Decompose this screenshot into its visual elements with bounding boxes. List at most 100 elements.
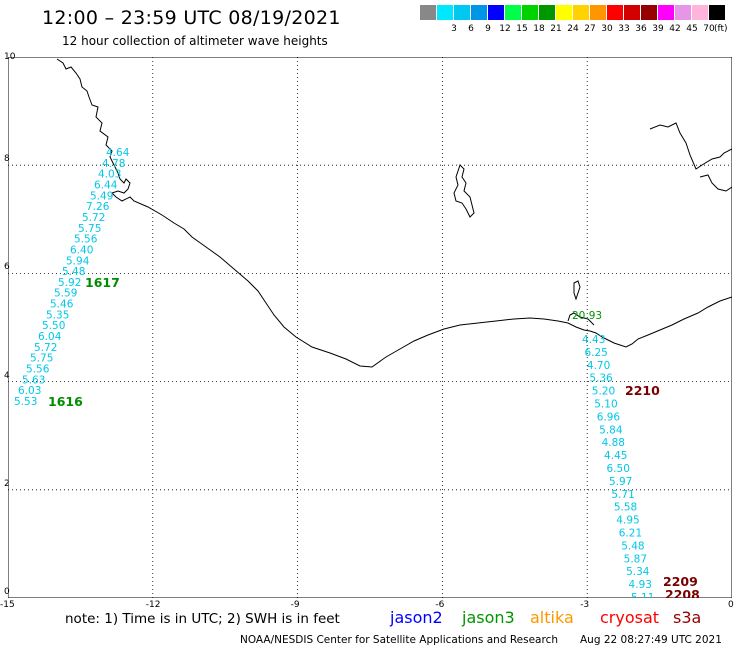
wave-height-label: 5.59 (54, 288, 77, 300)
color-scale-label: 9 (485, 24, 491, 34)
wave-height-label: 5.50 (42, 320, 65, 332)
altimeter-tracks: 4.644.784.036.445.497.265.725.755.566.40… (14, 147, 700, 598)
wave-height-label: 4.43 (582, 334, 605, 346)
wave-height-label: 6.25 (584, 347, 607, 359)
wave-height-label: 5.56 (26, 364, 50, 376)
pass-time-label: 1617 (85, 275, 120, 290)
lake-volta (453, 164, 475, 218)
color-swatch (420, 5, 436, 20)
y-tick-label: 4 (4, 370, 10, 381)
x-tick-label: -6 (435, 600, 445, 610)
x-tick-label: -9 (290, 600, 300, 610)
color-scale-label: 70 (703, 24, 715, 34)
wave-height-label: 4.03 (98, 169, 121, 181)
color-scale-label: 42 (669, 24, 681, 34)
generated-timestamp: Aug 22 08:27:49 UTC 2021 (580, 634, 722, 646)
color-scale-label: 12 (499, 24, 511, 34)
y-tick-label: 8 (4, 154, 10, 165)
color-scale-label: 15 (516, 24, 528, 34)
lake-kainji-inner (699, 174, 732, 192)
wave-height-label: 6.04 (38, 331, 62, 343)
color-swatch (573, 5, 589, 20)
color-scale-label: 33 (618, 24, 630, 34)
map-canvas: 4.644.784.036.445.497.265.725.755.566.40… (8, 57, 732, 598)
satellite-name: cryosat (600, 608, 660, 627)
color-swatch (539, 5, 555, 20)
satellite-name: s3a (673, 608, 702, 627)
wave-height-label: 5.20 (592, 386, 615, 398)
wave-height-label: 6.40 (70, 244, 93, 256)
color-swatch (437, 5, 453, 20)
wave-height-label: 6.44 (94, 179, 118, 191)
color-swatch (556, 5, 572, 20)
color-swatch (692, 5, 708, 20)
y-tick-label: 6 (4, 262, 10, 273)
wave-height-label: 5.75 (78, 223, 101, 235)
color-swatch (522, 5, 538, 20)
wave-height-label: 5.48 (62, 266, 85, 278)
color-swatch (454, 5, 470, 20)
wave-height-label: 4.95 (616, 515, 639, 527)
color-scale-label: 27 (584, 24, 596, 34)
wave-height-label: 5.92 (58, 277, 81, 289)
color-swatch (488, 5, 504, 20)
bioko-island (573, 280, 581, 301)
x-tick-label: 0 (728, 600, 734, 610)
color-swatch (624, 5, 640, 20)
wave-height-label: 5.56 (74, 234, 98, 246)
pass-time-label: 2209 (663, 574, 698, 589)
west-africa-coast (56, 58, 732, 368)
wave-height-label: 4.70 (587, 360, 610, 372)
pass-time-label: 2208 (665, 587, 700, 598)
coastline (56, 58, 732, 368)
satellite-name: altika (530, 608, 574, 627)
wave-height-label: 7.26 (86, 201, 110, 213)
color-scale-unit: (ft) (714, 24, 728, 34)
wave-height-label: 5.97 (609, 476, 632, 488)
y-tick-label: 10 (4, 52, 16, 62)
lake-kainji (649, 122, 732, 170)
wave-height-label: 5.35 (46, 309, 69, 321)
y-tick-label: 0 (4, 587, 10, 597)
wave-height-label: 5.53 (14, 396, 37, 408)
wave-height-label: 4.45 (604, 450, 627, 462)
wave-height-label: 5.72 (82, 212, 105, 224)
wave-height-label: 5.11 (631, 592, 654, 598)
color-scale-label: 21 (550, 24, 562, 34)
color-scale-label: 30 (601, 24, 613, 34)
color-swatch (709, 5, 725, 20)
wave-height-label: 5.84 (599, 424, 623, 436)
color-swatch (658, 5, 674, 20)
wave-height-label: 5.10 (594, 399, 617, 411)
map-subtitle: 12 hour collection of altimeter wave hei… (62, 34, 328, 48)
wave-height-label: 5.71 (611, 489, 634, 501)
footer-note: note: 1) Time is in UTC; 2) SWH is in fe… (65, 611, 340, 627)
wave-height-label: 5.72 (34, 342, 57, 354)
wave-height-label: 5.63 (22, 374, 45, 386)
coast-inlet (567, 312, 595, 326)
color-scale-label: 24 (567, 24, 579, 34)
satellite-name: jason3 (462, 608, 515, 627)
wave-height-label: 5.94 (66, 255, 90, 267)
satellite-name: jason2 (390, 608, 443, 627)
wave-height-label: 5.48 (621, 540, 644, 552)
x-tick-label: -12 (145, 600, 161, 610)
wave-height-label: 4.93 (629, 579, 652, 591)
wave-height-label: 6.03 (18, 385, 41, 397)
pass-time-label: 1616 (48, 394, 83, 409)
color-scale-label: 18 (533, 24, 545, 34)
map-title: 12:00 – 23:59 UTC 08/19/2021 (42, 7, 341, 29)
wave-height-label: 5.34 (626, 566, 650, 578)
grid-lines (8, 57, 732, 598)
wave-height-label: 6.21 (619, 528, 642, 540)
color-swatch (641, 5, 657, 20)
wave-height-label: 4.88 (602, 437, 625, 449)
wave-height-label: 5.75 (30, 353, 53, 365)
color-swatch (471, 5, 487, 20)
wave-height-label: 5.58 (614, 502, 637, 514)
color-swatch (607, 5, 623, 20)
color-swatch (675, 5, 691, 20)
wave-height-label: 5.46 (50, 299, 74, 311)
credit-line: NOAA/NESDIS Center for Satellite Applica… (240, 634, 558, 646)
wave-height-label: 5.36 (589, 373, 613, 385)
